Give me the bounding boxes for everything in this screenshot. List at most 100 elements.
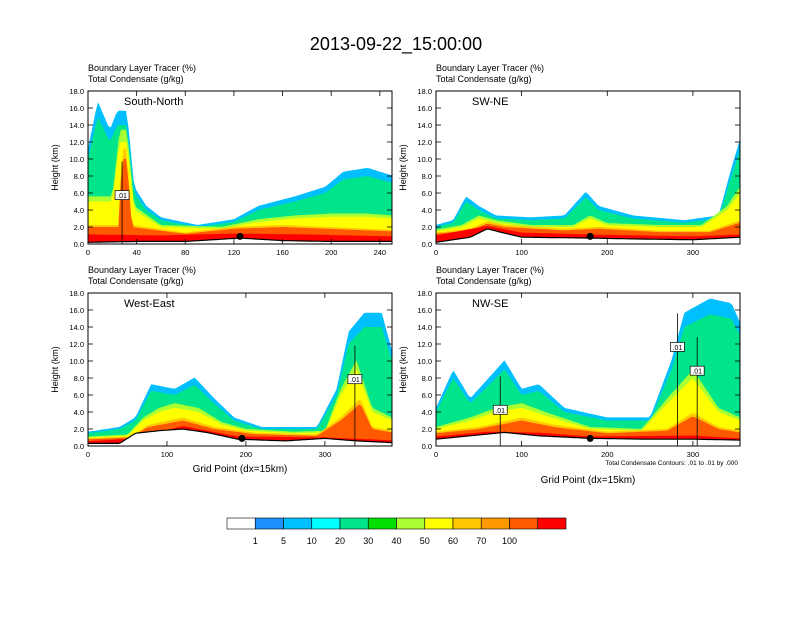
contour-label: .01 bbox=[495, 408, 505, 415]
panel-label: West-East bbox=[124, 298, 175, 310]
x-tick-label: 200 bbox=[601, 450, 614, 459]
colorbar-label: 30 bbox=[363, 536, 373, 546]
y-tick-label: 12.0 bbox=[417, 340, 432, 349]
colorbar-swatch bbox=[283, 517, 313, 530]
panel-header-condensate: Total Condensate (g/kg) bbox=[88, 74, 184, 84]
x-tick-label: 0 bbox=[86, 248, 90, 257]
x-tick-label: 100 bbox=[515, 248, 528, 257]
colorbar-label: 40 bbox=[391, 536, 401, 546]
y-tick-label: 2.0 bbox=[422, 425, 432, 434]
y-tick-label: 8.0 bbox=[74, 374, 84, 383]
location-marker bbox=[586, 232, 594, 240]
y-tick-label: 2.0 bbox=[74, 223, 84, 232]
colorbar-swatch bbox=[254, 517, 284, 530]
colorbar-label: 100 bbox=[502, 536, 517, 546]
y-tick-label: 10.0 bbox=[69, 357, 84, 366]
y-axis-label: Height (km) bbox=[50, 346, 60, 393]
plot-frame bbox=[87, 292, 393, 447]
y-tick-label: 8.0 bbox=[422, 374, 432, 383]
y-tick-label: 12.0 bbox=[69, 340, 84, 349]
colorbar-swatch bbox=[480, 517, 510, 530]
location-marker bbox=[236, 232, 244, 240]
y-tick-label: 14.0 bbox=[69, 323, 84, 332]
y-tick-label: 0.0 bbox=[74, 240, 84, 249]
location-marker bbox=[238, 434, 246, 442]
y-tick-label: 10.0 bbox=[69, 155, 84, 164]
tracer-band-20 bbox=[436, 150, 740, 244]
x-tick-label: 200 bbox=[325, 248, 338, 257]
y-axis-label: Height (km) bbox=[398, 346, 408, 393]
contour-label: .01 bbox=[350, 377, 360, 384]
x-tick-label: 300 bbox=[687, 450, 700, 459]
panel-south-north: Boundary Layer Tracer (%)Total Condensat… bbox=[50, 63, 393, 257]
y-tick-label: 14.0 bbox=[69, 121, 84, 130]
contour-label: .01 bbox=[673, 345, 683, 352]
x-tick-label: 200 bbox=[240, 450, 253, 459]
colorbar-swatch bbox=[396, 517, 426, 530]
y-tick-label: 6.0 bbox=[74, 391, 84, 400]
terrain-fill bbox=[88, 238, 392, 244]
x-tick-label: 300 bbox=[319, 450, 332, 459]
contour-note: Total Condensate Contours: .01 to .01 by… bbox=[605, 460, 738, 467]
y-tick-label: 18.0 bbox=[69, 289, 84, 298]
panel-header-tracer: Boundary Layer Tracer (%) bbox=[88, 63, 196, 73]
y-tick-label: 4.0 bbox=[422, 206, 432, 215]
x-tick-label: 100 bbox=[161, 450, 174, 459]
colorbar: 1 5 10 20 30 40 50 60 70 100 bbox=[226, 517, 567, 546]
panel-header-condensate: Total Condensate (g/kg) bbox=[436, 74, 532, 84]
panel-label: SW-NE bbox=[472, 96, 508, 108]
colorbar-swatch bbox=[537, 517, 567, 530]
colorbar-label: 50 bbox=[420, 536, 430, 546]
x-tick-label: 200 bbox=[601, 248, 614, 257]
y-tick-label: 0.0 bbox=[422, 240, 432, 249]
panel-label: South-North bbox=[124, 96, 183, 108]
x-tick-label: 80 bbox=[181, 248, 189, 257]
y-tick-label: 16.0 bbox=[69, 104, 84, 113]
contour-label-box bbox=[670, 342, 685, 352]
figure-title: 2013-09-22_15:00:00 bbox=[310, 34, 482, 55]
x-tick-label: 120 bbox=[228, 248, 241, 257]
x-axis-label-west-east: Grid Point (dx=15km) bbox=[193, 464, 288, 475]
y-tick-label: 6.0 bbox=[422, 391, 432, 400]
plot-frame bbox=[87, 90, 393, 245]
colorbar-label: 10 bbox=[307, 536, 317, 546]
panel-nw-se: Boundary Layer Tracer (%)Total Condensat… bbox=[398, 265, 741, 459]
plot-frame bbox=[435, 292, 741, 447]
x-tick-label: 40 bbox=[132, 248, 140, 257]
colorbar-label: 20 bbox=[335, 536, 345, 546]
y-tick-label: 0.0 bbox=[422, 442, 432, 451]
y-tick-label: 18.0 bbox=[69, 87, 84, 96]
x-tick-label: 240 bbox=[374, 248, 387, 257]
panel-label: NW-SE bbox=[472, 298, 508, 310]
contour-label: .01 bbox=[117, 193, 127, 200]
plot-area: .01 bbox=[88, 293, 392, 446]
y-tick-label: 8.0 bbox=[74, 172, 84, 181]
y-tick-label: 18.0 bbox=[417, 87, 432, 96]
colorbar-swatch bbox=[339, 517, 369, 530]
y-tick-label: 16.0 bbox=[417, 306, 432, 315]
plot-area: .01 .01 .01 bbox=[436, 293, 740, 446]
panel-header-condensate: Total Condensate (g/kg) bbox=[88, 276, 184, 286]
y-tick-label: 4.0 bbox=[74, 408, 84, 417]
y-tick-label: 18.0 bbox=[417, 289, 432, 298]
panel-header-tracer: Boundary Layer Tracer (%) bbox=[436, 265, 544, 275]
y-tick-label: 14.0 bbox=[417, 323, 432, 332]
plot-area: .01 bbox=[88, 91, 392, 244]
tracer-band-50-edge bbox=[88, 129, 392, 244]
panel-west-east: Boundary Layer Tracer (%)Total Condensat… bbox=[50, 265, 393, 459]
x-tick-label: 300 bbox=[687, 248, 700, 257]
x-tick-label: 0 bbox=[434, 450, 438, 459]
colorbar-swatch bbox=[367, 517, 397, 530]
contour-label-box bbox=[492, 404, 508, 415]
y-tick-label: 0.0 bbox=[74, 442, 84, 451]
panel-header-condensate: Total Condensate (g/kg) bbox=[436, 276, 532, 286]
location-marker bbox=[586, 434, 594, 442]
contour-label: .01 bbox=[692, 369, 702, 376]
colorbar-swatch bbox=[226, 517, 256, 530]
panel-header-tracer: Boundary Layer Tracer (%) bbox=[436, 63, 544, 73]
y-tick-label: 6.0 bbox=[422, 189, 432, 198]
y-tick-label: 6.0 bbox=[74, 189, 84, 198]
y-tick-label: 2.0 bbox=[422, 223, 432, 232]
